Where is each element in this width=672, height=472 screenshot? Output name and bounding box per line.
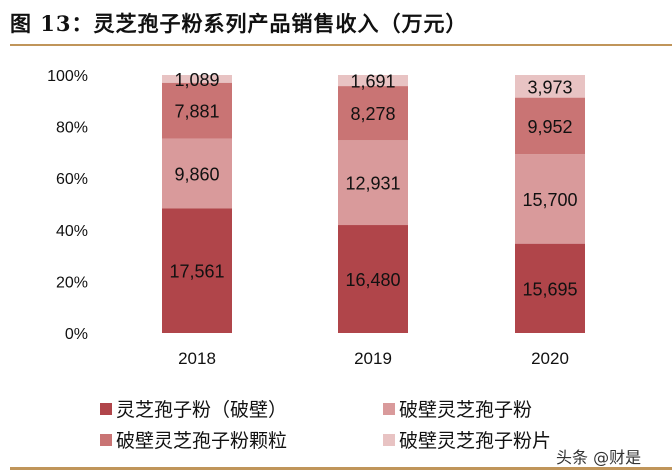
legend-label: 灵芝孢子粉（破壁） — [116, 399, 288, 421]
data-label: 17,561 — [169, 262, 224, 282]
legend-item-3: 破壁灵芝孢子粉片 — [383, 426, 551, 453]
data-label: 16,480 — [345, 270, 400, 290]
data-label: 8,278 — [350, 104, 395, 124]
legend-item-0: 灵芝孢子粉（破壁） — [100, 395, 287, 422]
data-label: 9,860 — [174, 165, 219, 185]
legend-label: 破壁灵芝孢子粉颗粒 — [116, 430, 288, 452]
bar-segment — [162, 138, 232, 209]
legend-swatch — [383, 402, 395, 415]
data-label: 3,973 — [527, 77, 572, 97]
data-label: 9,952 — [527, 117, 572, 137]
legend-label: 破壁灵芝孢子粉 — [399, 399, 533, 421]
data-label: 12,931 — [345, 174, 400, 194]
x-tick-label: 2020 — [531, 349, 569, 368]
legend-item-2: 破壁灵芝孢子粉颗粒 — [100, 426, 287, 453]
bottom-rule — [10, 467, 672, 470]
data-label: 7,881 — [174, 102, 219, 122]
y-tick-label: 0% — [65, 326, 88, 343]
legend-swatch — [100, 433, 112, 446]
bar-segment — [338, 86, 408, 141]
legend-swatch — [383, 433, 395, 446]
bar-segment — [162, 75, 232, 83]
y-tick-label: 100% — [47, 68, 88, 85]
y-tick-label: 20% — [56, 274, 88, 291]
y-tick-label: 80% — [56, 120, 88, 137]
bar-segment — [515, 154, 585, 244]
bar-segment — [338, 75, 408, 87]
title-rule — [10, 44, 672, 46]
y-tick-label: 40% — [56, 223, 88, 240]
legend-label: 破壁灵芝孢子粉片 — [399, 430, 552, 452]
legend-swatch — [100, 402, 112, 415]
bar-segment — [515, 97, 585, 155]
bar-segment — [162, 208, 232, 333]
data-label: 15,700 — [522, 190, 577, 210]
data-label: 1,691 — [350, 72, 395, 92]
bar-segment — [162, 82, 232, 139]
data-label: 1,089 — [174, 70, 219, 90]
chart-title: 图 13：灵芝孢子粉系列产品销售收入（万元） — [10, 11, 468, 36]
legend-item-1: 破壁灵芝孢子粉 — [383, 395, 532, 422]
data-label: 15,695 — [522, 279, 577, 299]
bar-segment — [515, 243, 585, 333]
y-tick-label: 60% — [56, 171, 88, 188]
bar-segment — [338, 140, 408, 226]
bar-segment — [515, 75, 585, 98]
x-tick-label: 2018 — [178, 349, 216, 368]
bar-segment — [338, 225, 408, 333]
x-tick-label: 2019 — [354, 349, 392, 368]
watermark: 头条 @财是 — [556, 448, 642, 467]
